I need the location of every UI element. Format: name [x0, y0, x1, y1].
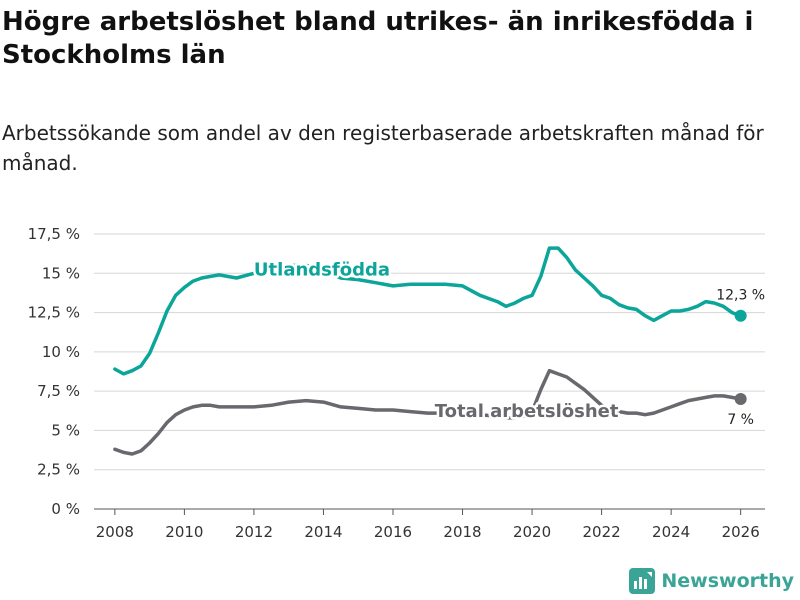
grid-lines	[94, 233, 765, 510]
x-tick-label: 2014	[304, 523, 342, 541]
y-tick-label: 7,5 %	[37, 382, 80, 400]
newsworthy-icon	[629, 568, 656, 594]
y-tick-label: 5 %	[51, 421, 80, 439]
x-tick-label: 2008	[96, 523, 134, 541]
series-lines	[113, 246, 747, 456]
x-tick-label: 2020	[513, 523, 551, 541]
y-tick-label: 17,5 %	[28, 225, 80, 243]
x-tick-label: 2010	[165, 523, 203, 541]
end-value-total: 7 %	[727, 412, 754, 428]
newsworthy-logo: Newsworthy	[629, 568, 794, 594]
x-tick-label: 2018	[443, 523, 481, 541]
y-tick-label: 15 %	[42, 264, 80, 282]
chart-subtitle: Arbetssökande som andel av den registerb…	[2, 121, 764, 175]
x-tick-label: 2026	[722, 523, 760, 541]
chart-title: Högre arbetslöshet bland utrikes- än inr…	[2, 7, 754, 70]
y-axis-ticks: 0 % 2,5 % 5 % 7,5 % 10 % 12,5 % 15 % 17,5 %	[28, 225, 80, 518]
label-total-arbetsloshet: Total arbetslöshet	[435, 401, 619, 422]
x-axis-ticks: 2008 2010 2012 2014 2016 2018 2020 2022 2024 2026	[96, 509, 760, 541]
series-labels: Utlandsfödda Total arbetslöshet 12,3 % 7…	[251, 257, 765, 428]
y-tick-label: 10 %	[42, 343, 80, 361]
y-tick-label: 2,5 %	[37, 461, 80, 479]
y-tick-label: 12,5 %	[28, 304, 80, 322]
brand-name: Newsworthy	[661, 570, 794, 592]
x-tick-label: 2016	[374, 523, 412, 541]
x-tick-label: 2024	[652, 523, 690, 541]
end-dot-total	[734, 393, 747, 405]
label-utlandsfodda: Utlandsfödda	[254, 260, 390, 281]
line-utlandsfodda	[113, 246, 743, 376]
x-tick-label: 2012	[235, 523, 273, 541]
end-dot-utlandsfodda	[734, 309, 747, 322]
line-total-arbetsloshet	[113, 368, 743, 456]
y-tick-label: 0 %	[51, 500, 80, 518]
x-tick-label: 2022	[583, 523, 621, 541]
end-value-utlandsfodda: 12,3 %	[716, 288, 765, 304]
